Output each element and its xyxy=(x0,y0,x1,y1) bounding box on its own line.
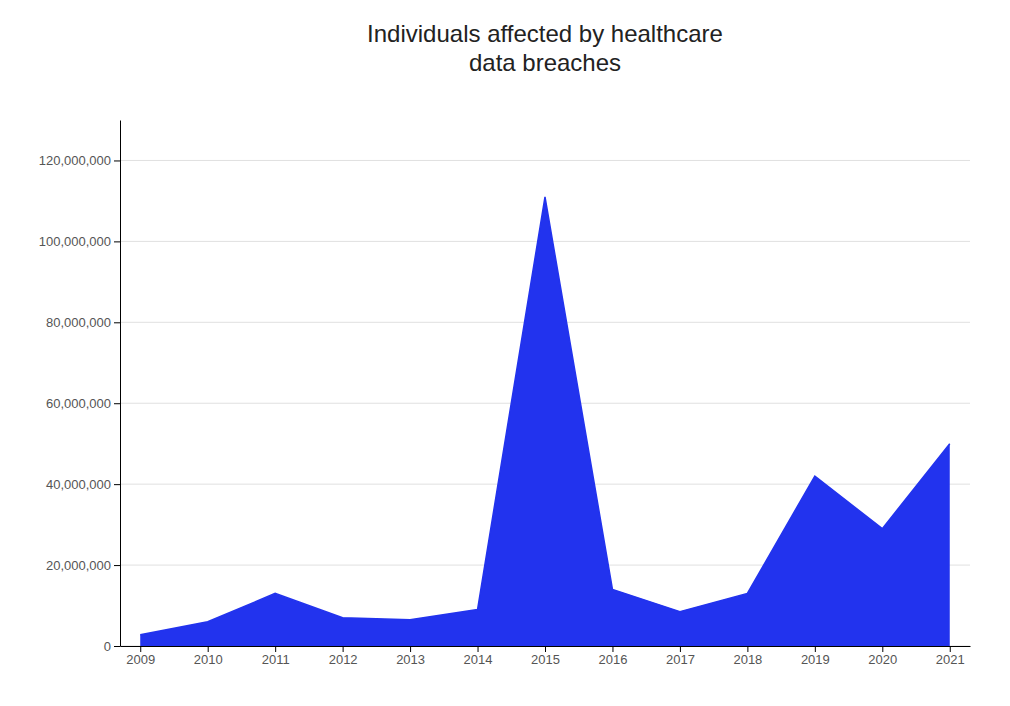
grid-line xyxy=(120,160,970,161)
y-tick: 100,000,000 xyxy=(39,234,120,249)
x-tick-label: 2009 xyxy=(126,652,155,667)
x-tick: 2017 xyxy=(666,646,695,667)
plot: 2009 2010 2011 2012 2013 2014 2015 2016 2017 2018… xyxy=(39,121,971,668)
y-tick: 0 xyxy=(104,639,120,654)
y-tick-mark xyxy=(114,241,120,242)
x-tick-mark xyxy=(815,646,816,652)
title-line: data breaches xyxy=(469,49,621,76)
title-line: Individuals affected by healthcare xyxy=(367,20,723,47)
y-tick-label: 80,000,000 xyxy=(46,315,111,330)
y-tick: 20,000,000 xyxy=(46,558,120,573)
chart: Individuals affected by healthcaredata b… xyxy=(0,0,1010,706)
x-tick: 2011 xyxy=(262,646,290,667)
title: Individuals affected by healthcaredata b… xyxy=(367,20,723,76)
x-tick-mark xyxy=(747,646,748,652)
y-tick: 120,000,000 xyxy=(39,153,120,168)
x-tick-mark xyxy=(208,646,209,652)
x-tick-label: 2021 xyxy=(936,652,965,667)
y-tick-mark xyxy=(114,403,120,404)
x-tick-label: 2018 xyxy=(733,652,762,667)
y-tick-mark xyxy=(114,646,120,647)
grid xyxy=(120,160,970,646)
x-tick-mark xyxy=(478,646,479,652)
x-tick: 2018 xyxy=(733,646,762,667)
y-tick: 80,000,000 xyxy=(46,315,120,330)
x-tick: 2021 xyxy=(936,646,965,667)
y-tick-label: 120,000,000 xyxy=(39,153,111,168)
x-tick-mark xyxy=(950,646,951,652)
y-tick-mark xyxy=(114,565,120,566)
x-tick: 2015 xyxy=(531,646,560,667)
x-tick-label: 2017 xyxy=(666,652,695,667)
x-tick: 2012 xyxy=(329,646,358,667)
x-tick: 2016 xyxy=(598,646,627,667)
x-tick-label: 2015 xyxy=(531,652,560,667)
x-tick-label: 2012 xyxy=(329,652,358,667)
y-tick-mark xyxy=(114,322,120,323)
y-tick-label: 60,000,000 xyxy=(46,396,111,411)
y-tick: 40,000,000 xyxy=(46,477,120,492)
y-tick-label: 40,000,000 xyxy=(46,477,111,492)
x-tick-mark xyxy=(612,646,613,652)
x-tick-mark xyxy=(343,646,344,652)
x-tick-label: 2016 xyxy=(598,652,627,667)
x-tick-mark xyxy=(545,646,546,652)
y-axis: 0 20,000,000 40,000,000 60,000,000 80,000,00… xyxy=(39,121,121,654)
x-tick: 2013 xyxy=(396,646,425,667)
x-tick-mark xyxy=(882,646,883,652)
y-tick-label: 100,000,000 xyxy=(39,234,111,249)
x-tick-label: 2010 xyxy=(194,652,223,667)
x-tick-mark xyxy=(410,646,411,652)
x-axis: 2009 2010 2011 2012 2013 2014 2015 2016 2017 2018… xyxy=(121,646,971,667)
x-tick-mark xyxy=(140,646,141,652)
x-tick: 2009 xyxy=(126,646,155,667)
x-tick-label: 2013 xyxy=(396,652,425,667)
y-tick-mark xyxy=(114,160,120,161)
marks xyxy=(140,197,950,646)
x-tick-label: 2011 xyxy=(262,652,290,667)
area xyxy=(140,197,950,646)
x-tick-label: 2014 xyxy=(464,652,493,667)
y-tick: 60,000,000 xyxy=(46,396,120,411)
x-tick: 2010 xyxy=(194,646,223,667)
y-tick-label: 20,000,000 xyxy=(46,558,111,573)
x-tick-label: 2019 xyxy=(801,652,830,667)
y-axis-line xyxy=(120,121,121,647)
x-tick-mark xyxy=(680,646,681,652)
y-tick-label: 0 xyxy=(104,639,111,654)
x-tick: 2020 xyxy=(868,646,897,667)
line xyxy=(140,197,950,635)
x-tick-label: 2020 xyxy=(868,652,897,667)
x-tick-mark xyxy=(275,646,276,652)
y-tick-mark xyxy=(114,484,120,485)
x-tick: 2014 xyxy=(464,646,493,667)
x-tick: 2019 xyxy=(801,646,830,667)
